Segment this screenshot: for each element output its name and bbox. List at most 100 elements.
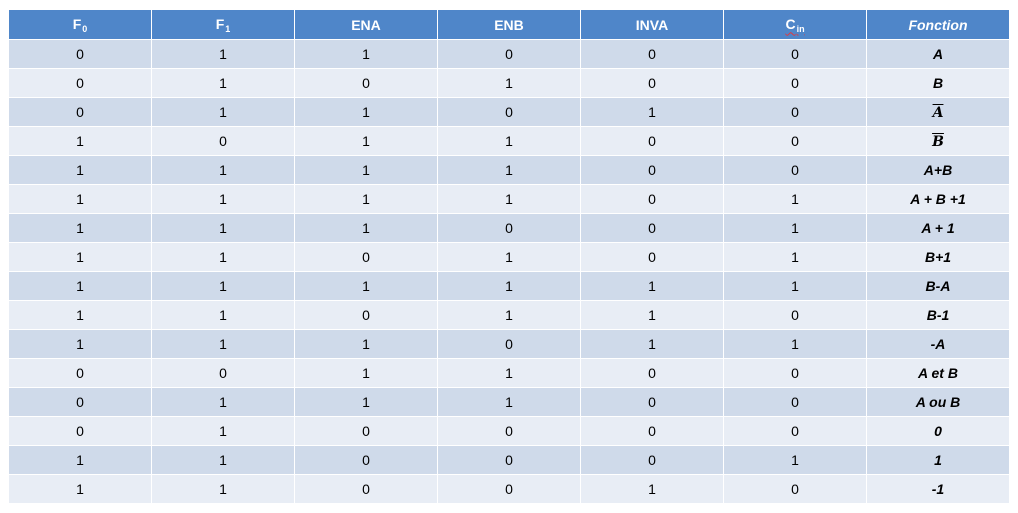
cell-cin: 0: [723, 474, 867, 504]
header-f0-main: F: [72, 15, 82, 32]
cell-fonction: B+1: [866, 242, 1010, 272]
table-header: F0 F1 ENA ENB INVA Cin Fonction: [8, 9, 1010, 40]
cell-enb: 0: [437, 39, 581, 69]
cell-inva: 0: [580, 445, 724, 475]
cell-fonction: A + 1: [866, 213, 1010, 243]
table-row: 1 1 0 1 0 1 B+1: [8, 242, 1010, 272]
cell-f0: 0: [8, 387, 152, 417]
cell-fonction: A ou B: [866, 387, 1010, 417]
cell-inva: 1: [580, 474, 724, 504]
cell-ena: 1: [294, 97, 438, 127]
header-cin-main: C: [785, 15, 796, 32]
cell-ena: 1: [294, 329, 438, 359]
cell-f1: 1: [151, 445, 295, 475]
cell-inva: 0: [580, 155, 724, 185]
cell-fonction: -1: [866, 474, 1010, 504]
cell-enb: 1: [437, 155, 581, 185]
cell-cin: 0: [723, 126, 867, 156]
cell-inva: 1: [580, 97, 724, 127]
table-row: 1 1 1 0 1 1 -A: [8, 329, 1010, 359]
cell-enb: 1: [437, 126, 581, 156]
table-row: 1 1 0 1 1 0 B-1: [8, 300, 1010, 330]
cell-ena: 0: [294, 445, 438, 475]
cell-inva: 0: [580, 184, 724, 214]
function-expression: -1: [931, 481, 945, 497]
cell-f0: 0: [8, 39, 152, 69]
cell-cin: 0: [723, 39, 867, 69]
function-expression: A+B: [923, 162, 953, 178]
cell-enb: 1: [437, 387, 581, 417]
cell-enb: 0: [437, 97, 581, 127]
cell-enb: 0: [437, 416, 581, 446]
cell-inva: 1: [580, 271, 724, 301]
cell-inva: 0: [580, 39, 724, 69]
cell-ena: 0: [294, 300, 438, 330]
cell-f1: 0: [151, 126, 295, 156]
cell-f1: 1: [151, 300, 295, 330]
cell-enb: 1: [437, 358, 581, 388]
cell-enb: 0: [437, 213, 581, 243]
header-cin-sub: in: [796, 23, 805, 34]
cell-f1: 1: [151, 213, 295, 243]
cell-inva: 0: [580, 68, 724, 98]
function-expression: B: [932, 133, 944, 150]
cell-f0: 1: [8, 184, 152, 214]
cell-f0: 1: [8, 155, 152, 185]
table-row: 1 1 1 1 0 0 A+B: [8, 155, 1010, 185]
cell-ena: 1: [294, 39, 438, 69]
function-expression: A: [932, 46, 944, 62]
cell-f0: 1: [8, 474, 152, 504]
function-expression: -A: [930, 336, 946, 352]
cell-f0: 0: [8, 97, 152, 127]
header-f0: F0: [8, 9, 152, 40]
header-f1-main: F: [215, 15, 225, 32]
cell-inva: 1: [580, 300, 724, 330]
cell-ena: 0: [294, 242, 438, 272]
cell-fonction: A+B: [866, 155, 1010, 185]
header-ena: ENA: [294, 9, 438, 40]
cell-inva: 0: [580, 416, 724, 446]
cell-inva: 0: [580, 387, 724, 417]
cell-ena: 1: [294, 358, 438, 388]
cell-fonction: A: [866, 97, 1010, 127]
table-row: 1 1 0 0 1 0 -1: [8, 474, 1010, 504]
cell-fonction: B: [866, 126, 1010, 156]
cell-cin: 1: [723, 445, 867, 475]
cell-f1: 1: [151, 271, 295, 301]
cell-inva: 0: [580, 358, 724, 388]
cell-f0: 1: [8, 213, 152, 243]
cell-cin: 1: [723, 271, 867, 301]
cell-fonction: A: [866, 39, 1010, 69]
function-expression: B-1: [926, 307, 950, 323]
function-expression: B+1: [924, 249, 952, 265]
cell-cin: 0: [723, 387, 867, 417]
cell-cin: 1: [723, 213, 867, 243]
cell-cin: 0: [723, 155, 867, 185]
header-cin: Cin: [723, 9, 867, 40]
cell-f0: 0: [8, 416, 152, 446]
cell-cin: 0: [723, 68, 867, 98]
cell-cin: 0: [723, 97, 867, 127]
cell-cin: 1: [723, 329, 867, 359]
header-f1-sub: 1: [225, 23, 231, 34]
cell-fonction: B: [866, 68, 1010, 98]
cell-f0: 1: [8, 300, 152, 330]
header-f1: F1: [151, 9, 295, 40]
function-expression: 1: [934, 452, 942, 468]
cell-fonction: B-1: [866, 300, 1010, 330]
cell-enb: 1: [437, 300, 581, 330]
cell-f0: 1: [8, 242, 152, 272]
cell-enb: 1: [437, 271, 581, 301]
header-cin-text: Cin: [785, 15, 805, 34]
table-body: 0 1 1 0 0 0 A 0 1 0 1 0 0 B 0 1 1 0 1 0 A 1 0 1 1 0 0 B 1 1 1 1 0 0 A+B 1 1 1…: [8, 39, 1010, 504]
cell-f1: 1: [151, 329, 295, 359]
